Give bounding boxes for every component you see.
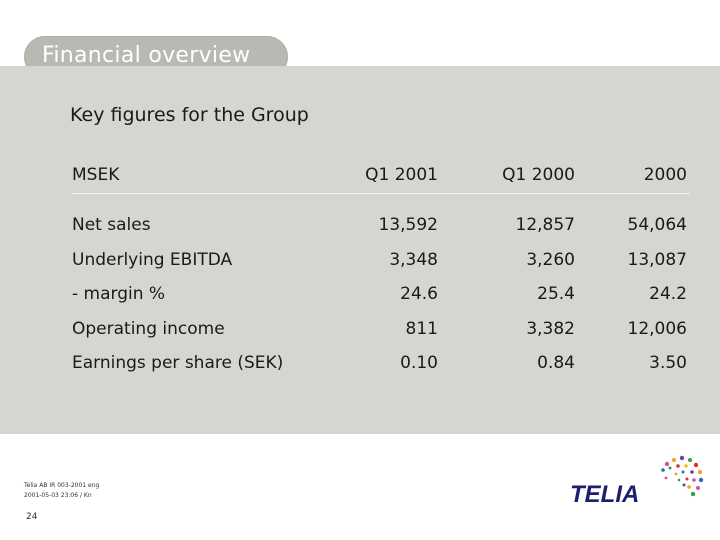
cell-q1-2001: 13,592 — [378, 215, 438, 235]
telia-logo: TELIA — [570, 455, 704, 508]
cell-2000: 54,064 — [627, 215, 687, 235]
column-header-msek: MSEK — [72, 165, 120, 185]
logo-wordmark: TELIA — [570, 481, 639, 508]
cell-q1-2000: 25.4 — [537, 284, 575, 304]
header-divider — [72, 193, 690, 194]
cell-2000: 13,087 — [627, 250, 687, 270]
cell-q1-2001: 0.10 — [400, 353, 438, 373]
cell-q1-2000: 0.84 — [537, 353, 575, 373]
row-label: - margin % — [72, 284, 166, 304]
table-row: Underlying EBITDA 3,348 3,260 13,087 — [72, 250, 692, 276]
table-row: Net sales 13,592 12,857 54,064 — [72, 215, 692, 241]
column-header-q1-2000: Q1 2000 — [502, 165, 575, 185]
table-row: Operating income 811 3,382 12,006 — [72, 319, 692, 345]
row-label: Operating income — [72, 319, 225, 339]
cell-q1-2000: 3,260 — [526, 250, 575, 270]
page-number: 24 — [26, 512, 38, 522]
footer-document-id: Telia AB IR 003-2001 eng — [24, 482, 100, 489]
column-header-2000: 2000 — [643, 165, 687, 185]
slide-title: Financial overview — [42, 43, 251, 68]
cell-2000: 24.2 — [649, 284, 687, 304]
cell-q1-2000: 3,382 — [526, 319, 575, 339]
cell-q1-2001: 24.6 — [400, 284, 438, 304]
table-header-row: MSEK Q1 2001 Q1 2000 2000 — [72, 165, 692, 191]
row-label: Underlying EBITDA — [72, 250, 233, 270]
table-subtitle: Key figures for the Group — [70, 104, 309, 126]
table-row: Earnings per share (SEK) 0.10 0.84 3.50 — [72, 353, 692, 379]
cell-q1-2001: 811 — [405, 319, 438, 339]
column-header-q1-2001: Q1 2001 — [365, 165, 438, 185]
table-row: - margin % 24.6 25.4 24.2 — [72, 284, 692, 310]
cell-2000: 12,006 — [627, 319, 687, 339]
cell-q1-2000: 12,857 — [515, 215, 575, 235]
footer-timestamp: 2001-05-03 23:06 / Kn — [24, 492, 92, 499]
content-panel — [0, 66, 720, 434]
logo-dots — [661, 455, 704, 497]
row-label: Earnings per share (SEK) — [72, 353, 284, 373]
cell-2000: 3.50 — [649, 353, 687, 373]
cell-q1-2001: 3,348 — [389, 250, 438, 270]
row-label: Net sales — [72, 215, 151, 235]
